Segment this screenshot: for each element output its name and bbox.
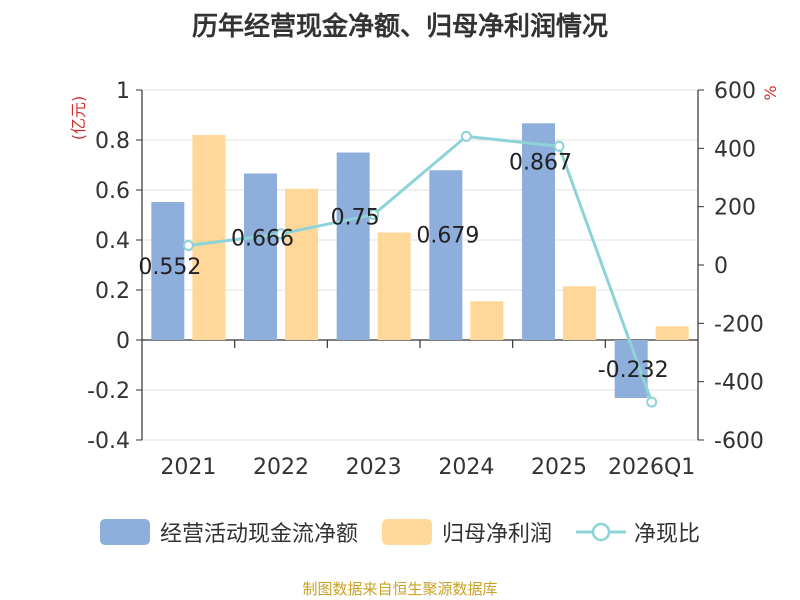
data-label-cashflow: 0.552 xyxy=(138,255,201,280)
left-axis-tick-label: 0 xyxy=(116,329,130,354)
point-ratio xyxy=(368,209,380,221)
right-axis-tick-label: 0 xyxy=(714,254,728,279)
x-axis-tick-label: 2021 xyxy=(160,455,216,480)
left-axis-tick-label: 0.6 xyxy=(95,179,130,204)
data-label-cashflow: 0.867 xyxy=(509,150,572,175)
right-axis-tick-label: -400 xyxy=(714,371,764,396)
legend-label-ratio: 净现比 xyxy=(634,522,701,547)
legend-item-ratio[interactable]: 净现比 xyxy=(576,516,700,548)
left-axis-tick-label: 0.4 xyxy=(95,229,130,254)
right-axis-unit: % xyxy=(761,85,780,100)
left-axis-tick-label: -0.4 xyxy=(87,429,130,454)
bar-profit xyxy=(470,301,504,340)
legend-label-cashflow: 经营活动现金流净额 xyxy=(159,522,358,547)
x-axis-tick-label: 2022 xyxy=(253,455,309,480)
data-label-cashflow: 0.75 xyxy=(331,206,380,231)
point-ratio xyxy=(275,228,287,240)
right-axis-tick-label: -200 xyxy=(714,312,764,337)
bar-cashflow xyxy=(429,170,463,340)
bar-cashflow xyxy=(244,173,277,340)
data-label-cashflow: 0.679 xyxy=(416,223,479,248)
legend-item-profit[interactable]: 归母净利润 xyxy=(381,516,552,548)
bar-profit xyxy=(563,286,596,340)
legend: 经营活动现金流净额 归母净利润 净现比 xyxy=(0,516,800,548)
point-ratio xyxy=(553,140,565,152)
bar-cashflow xyxy=(336,152,370,340)
left-axis-tick-label: -0.2 xyxy=(87,379,130,404)
legend-swatch-profit xyxy=(381,519,432,545)
left-axis-tick-label: 0.8 xyxy=(95,129,130,154)
legend-swatch-ratio xyxy=(576,522,626,542)
line-ratio xyxy=(188,134,654,403)
left-axis-unit: (亿元) xyxy=(69,96,88,141)
x-axis-tick-label: 2023 xyxy=(346,455,402,480)
chart-title: 历年经营现金净额、归母净利润情况 xyxy=(191,12,608,42)
legend-label-profit: 归母净利润 xyxy=(441,522,552,547)
x-axis-tick-label: 2025 xyxy=(531,455,587,480)
bar-cashflow xyxy=(151,202,185,340)
legend-item-cashflow[interactable]: 经营活动现金流净额 xyxy=(99,516,358,548)
x-axis-tick-label: 2024 xyxy=(438,455,494,480)
x-axis-tick-label: 2026Q1 xyxy=(608,455,695,480)
right-axis-tick-label: 200 xyxy=(714,196,756,221)
point-ratio xyxy=(460,130,472,142)
right-axis-tick-label: -600 xyxy=(714,429,764,454)
bar-cashflow xyxy=(522,123,555,340)
source-note: 制图数据来自恒生聚源数据库 xyxy=(302,580,498,598)
right-axis-tick-label: 600 xyxy=(714,79,756,104)
data-label-cashflow: 0.666 xyxy=(231,227,294,252)
right-axis-tick-label: 400 xyxy=(714,137,756,162)
bar-profit xyxy=(655,326,689,340)
legend-swatch-cashflow xyxy=(99,519,150,545)
point-ratio xyxy=(182,239,194,251)
bar-profit xyxy=(377,232,411,340)
left-axis-tick-label: 0.2 xyxy=(95,279,130,304)
bar-profit xyxy=(192,135,226,340)
bar-profit xyxy=(285,188,318,340)
data-label-cashflow: -0.232 xyxy=(598,358,669,383)
point-ratio xyxy=(646,396,658,408)
left-axis-tick-label: 1 xyxy=(116,79,130,104)
